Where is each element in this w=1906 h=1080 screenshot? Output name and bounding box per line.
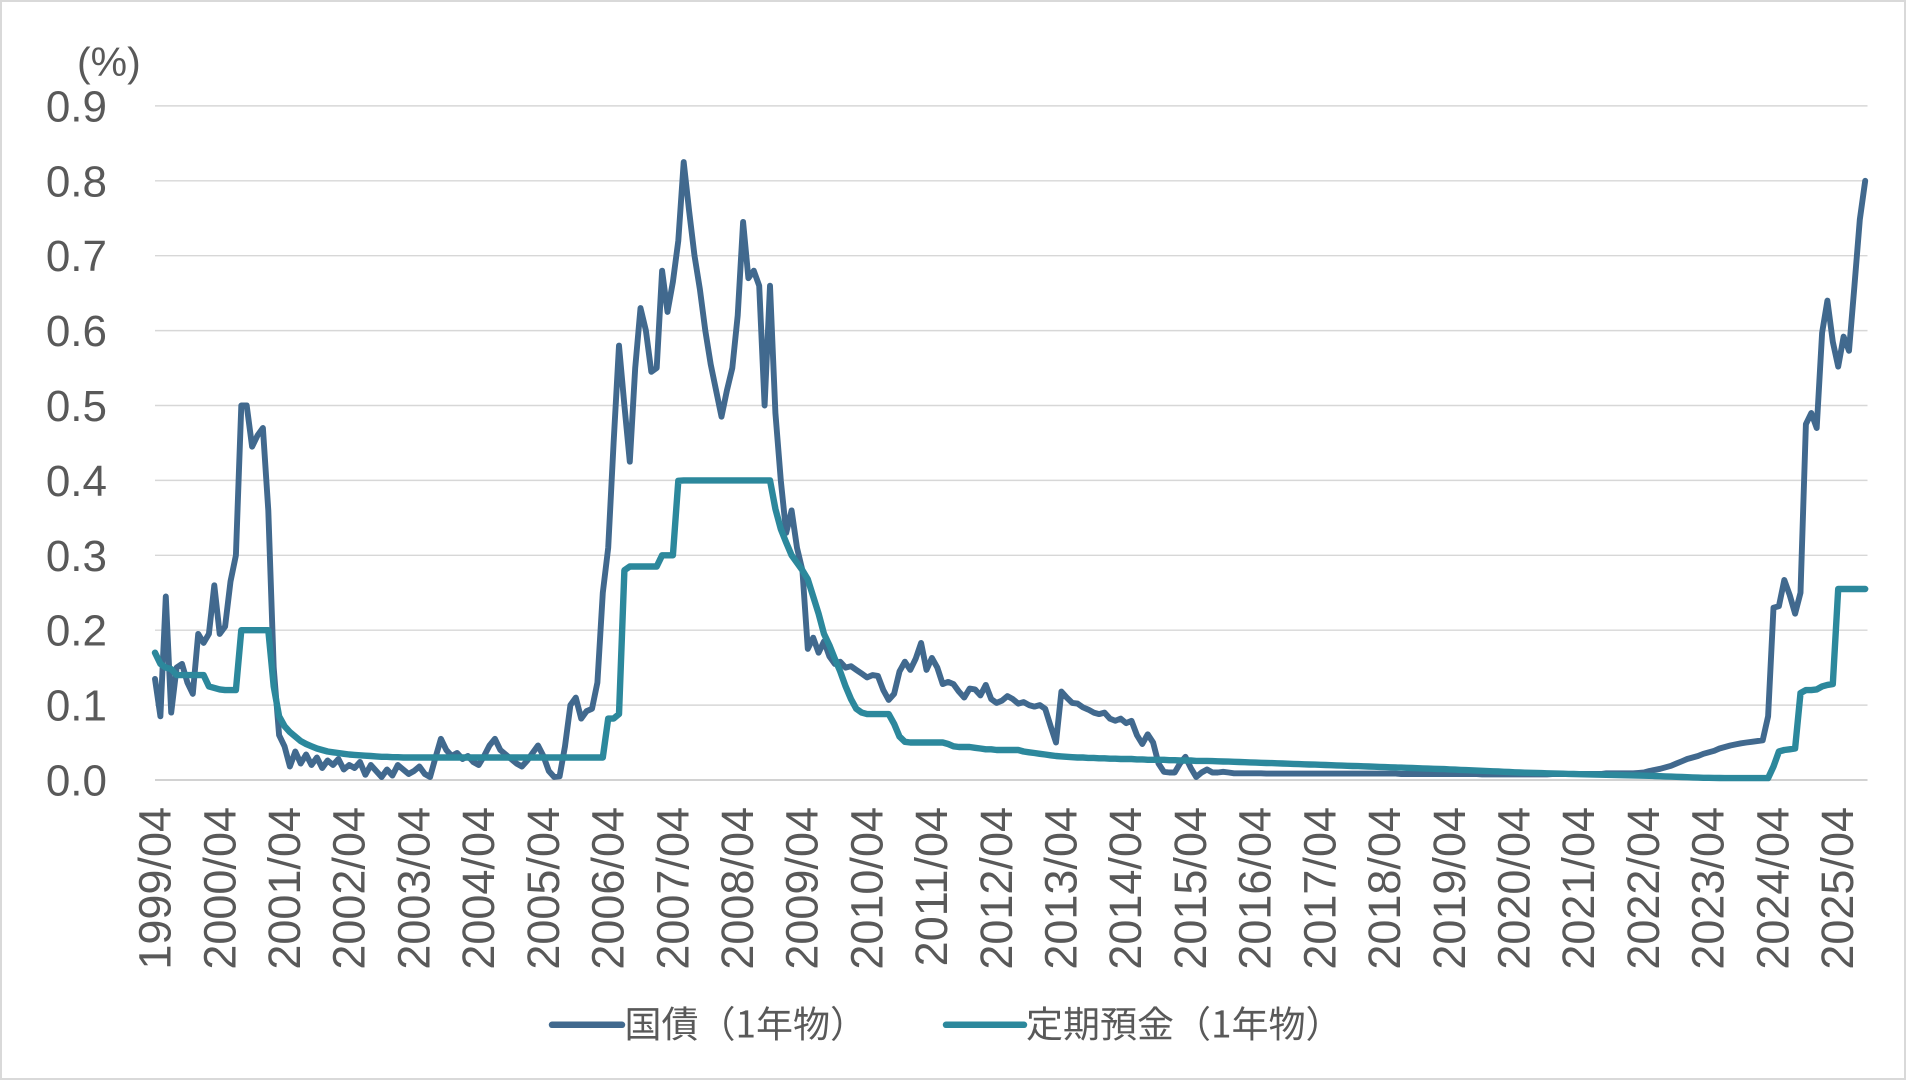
svg-text:2014/04: 2014/04 xyxy=(1100,807,1151,970)
svg-text:0.3: 0.3 xyxy=(46,532,107,581)
svg-text:0.8: 0.8 xyxy=(46,157,107,206)
svg-text:2009/04: 2009/04 xyxy=(777,807,828,970)
svg-text:2011/04: 2011/04 xyxy=(906,807,957,966)
svg-text:2019/04: 2019/04 xyxy=(1424,807,1475,970)
svg-text:1999/04: 1999/04 xyxy=(130,807,181,970)
svg-text:2008/04: 2008/04 xyxy=(712,807,763,970)
svg-text:2015/04: 2015/04 xyxy=(1165,807,1216,970)
svg-text:2000/04: 2000/04 xyxy=(194,807,245,970)
svg-text:2020/04: 2020/04 xyxy=(1489,807,1540,970)
svg-text:2007/04: 2007/04 xyxy=(647,807,698,970)
svg-text:2022/04: 2022/04 xyxy=(1618,807,1669,970)
svg-text:2021/04: 2021/04 xyxy=(1553,807,1604,970)
svg-text:2010/04: 2010/04 xyxy=(841,807,892,970)
svg-text:2002/04: 2002/04 xyxy=(324,807,375,970)
svg-text:0.5: 0.5 xyxy=(46,382,107,431)
svg-text:2005/04: 2005/04 xyxy=(518,807,569,970)
svg-text:0.4: 0.4 xyxy=(46,457,107,506)
svg-text:(%): (%) xyxy=(77,39,141,85)
svg-text:2016/04: 2016/04 xyxy=(1230,807,1281,970)
svg-text:2001/04: 2001/04 xyxy=(259,807,310,970)
svg-text:0.7: 0.7 xyxy=(46,232,107,281)
svg-text:0.2: 0.2 xyxy=(46,607,107,656)
svg-text:2003/04: 2003/04 xyxy=(388,807,439,970)
svg-text:2013/04: 2013/04 xyxy=(1036,807,1087,970)
svg-text:2025/04: 2025/04 xyxy=(1812,807,1863,970)
svg-text:0.0: 0.0 xyxy=(46,757,107,806)
svg-text:0.9: 0.9 xyxy=(46,82,107,131)
svg-text:0.1: 0.1 xyxy=(46,682,107,731)
svg-text:0.6: 0.6 xyxy=(46,307,107,356)
svg-text:2024/04: 2024/04 xyxy=(1747,807,1798,970)
svg-text:2018/04: 2018/04 xyxy=(1359,807,1410,970)
svg-text:2023/04: 2023/04 xyxy=(1683,807,1734,970)
svg-text:2004/04: 2004/04 xyxy=(453,807,504,970)
svg-text:2006/04: 2006/04 xyxy=(583,807,634,970)
svg-text:2012/04: 2012/04 xyxy=(971,807,1022,970)
svg-text:2017/04: 2017/04 xyxy=(1294,807,1345,970)
